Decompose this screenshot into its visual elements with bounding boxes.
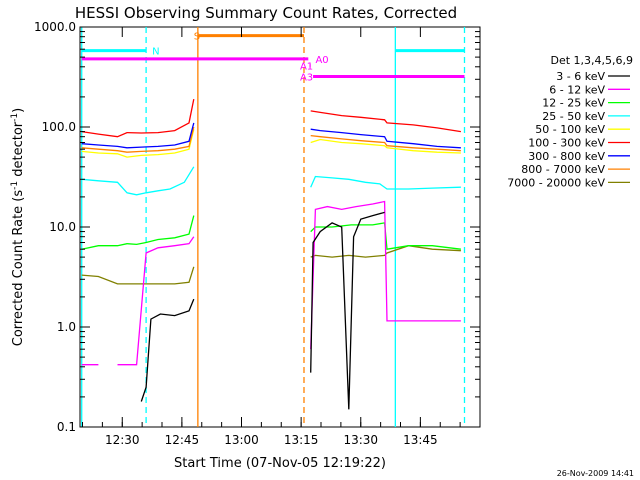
legend-entry: 12 - 25 keV [542, 97, 605, 110]
y-tick-label: 1000.0 [34, 20, 76, 34]
flag-label: A0 [315, 55, 328, 66]
y-axis-label-sup: -1 [10, 181, 20, 190]
legend-entry: 6 - 12 keV [549, 83, 605, 96]
y-axis-label-tail: detector [11, 121, 26, 181]
series-line [81, 200, 461, 366]
series-line [81, 98, 461, 138]
series-line [81, 166, 461, 196]
series-line [81, 245, 461, 285]
legend-title: Det 1,3,4,5,6,9 [550, 54, 633, 67]
y-tick-label: 0.1 [57, 420, 76, 434]
series-line [81, 126, 461, 153]
y-axis-label-main: Corrected Count Rate (s [11, 190, 26, 347]
x-tick-label: 13:15 [284, 433, 319, 447]
flag-label: N [152, 47, 159, 58]
y-axis: 1000.0 100.0 10.0 1.0 0.1 [34, 20, 480, 434]
legend-entry: 100 - 300 keV [528, 137, 605, 150]
legend-entry: 7000 - 20000 keV [507, 176, 605, 189]
flag-label: A3 [300, 72, 313, 83]
plot-frame [79, 26, 481, 428]
legend-entry: 800 - 7000 keV [521, 163, 605, 176]
x-tick-label: 13:00 [224, 433, 259, 447]
flag-label: S [194, 32, 200, 43]
y-tick-label: 10.0 [49, 220, 76, 234]
legend-entry: 50 - 100 keV [535, 123, 605, 136]
legend-entry: 25 - 50 keV [542, 110, 605, 123]
x-axis: 12:30 12:45 13:00 13:15 13:30 13:45 [82, 27, 481, 447]
y-axis-label: Corrected Count Rate (s-1 detector-1) [10, 108, 26, 346]
x-tick-label: 13:30 [343, 433, 378, 447]
x-tick-label: 12:45 [165, 433, 200, 447]
y-tick-label: 100.0 [42, 120, 76, 134]
x-tick-label: 12:30 [105, 433, 140, 447]
x-axis-label: Start Time (07-Nov-05 12:19:22) [174, 456, 386, 471]
series-line [81, 129, 461, 158]
y-axis-label-sup2: -1 [10, 113, 20, 122]
flag-label: A1 [300, 62, 313, 73]
y-axis-label-tail2: ) [11, 108, 26, 113]
series-line [81, 215, 461, 250]
footer-timestamp: 26-Nov-2009 14:41 [557, 469, 634, 478]
series-line [140, 211, 385, 410]
series-line [81, 122, 461, 149]
legend-entry: 3 - 6 keV [556, 70, 605, 83]
legend-entry: 300 - 800 keV [528, 150, 605, 163]
y-tick-label: 1.0 [57, 320, 76, 334]
x-tick-label: 13:45 [403, 433, 438, 447]
chart-title: HESSI Observing Summary Count Rates, Cor… [75, 4, 457, 22]
